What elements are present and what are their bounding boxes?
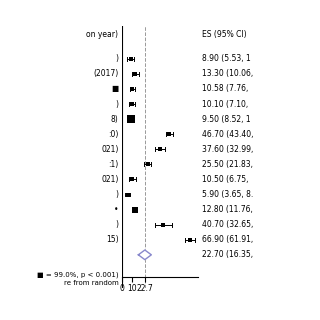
- Text: 021): 021): [101, 145, 118, 154]
- Text: 66.90 (61.91,: 66.90 (61.91,: [202, 235, 253, 244]
- Text: ): ): [116, 190, 118, 199]
- Text: ES (95% CI): ES (95% CI): [202, 30, 246, 39]
- Text: :1): :1): [108, 160, 118, 169]
- Polygon shape: [138, 250, 151, 260]
- Text: ■: ■: [111, 84, 118, 93]
- Text: 37.60 (32.99,: 37.60 (32.99,: [202, 145, 253, 154]
- Text: 9.50 (8.52, 1: 9.50 (8.52, 1: [202, 115, 250, 124]
- Text: 5.90 (3.65, 8.: 5.90 (3.65, 8.: [202, 190, 253, 199]
- Text: 021): 021): [101, 175, 118, 184]
- Text: 22.70 (16.35,: 22.70 (16.35,: [202, 250, 253, 259]
- Text: •: •: [114, 205, 118, 214]
- Text: 25.50 (21.83,: 25.50 (21.83,: [202, 160, 252, 169]
- Text: :0): :0): [108, 130, 118, 139]
- Text: 15): 15): [106, 235, 118, 244]
- Text: 8.90 (5.53, 1: 8.90 (5.53, 1: [202, 54, 250, 63]
- Text: 46.70 (43.40,: 46.70 (43.40,: [202, 130, 253, 139]
- Text: ): ): [116, 100, 118, 108]
- Text: 13.30 (10.06,: 13.30 (10.06,: [202, 69, 253, 78]
- Text: 10.50 (6.75,: 10.50 (6.75,: [202, 175, 248, 184]
- Text: 10.58 (7.76,: 10.58 (7.76,: [202, 84, 248, 93]
- Text: ): ): [116, 220, 118, 229]
- Text: 40.70 (32.65,: 40.70 (32.65,: [202, 220, 253, 229]
- Text: 10.10 (7.10,: 10.10 (7.10,: [202, 100, 248, 108]
- Text: 8): 8): [111, 115, 118, 124]
- Text: on year): on year): [86, 30, 118, 39]
- Text: (2017): (2017): [93, 69, 118, 78]
- Text: 12.80 (11.76,: 12.80 (11.76,: [202, 205, 252, 214]
- Text: ■ = 99.0%, p < 0.001): ■ = 99.0%, p < 0.001): [37, 271, 118, 278]
- Text: re from random: re from random: [64, 280, 118, 286]
- Text: ): ): [116, 54, 118, 63]
